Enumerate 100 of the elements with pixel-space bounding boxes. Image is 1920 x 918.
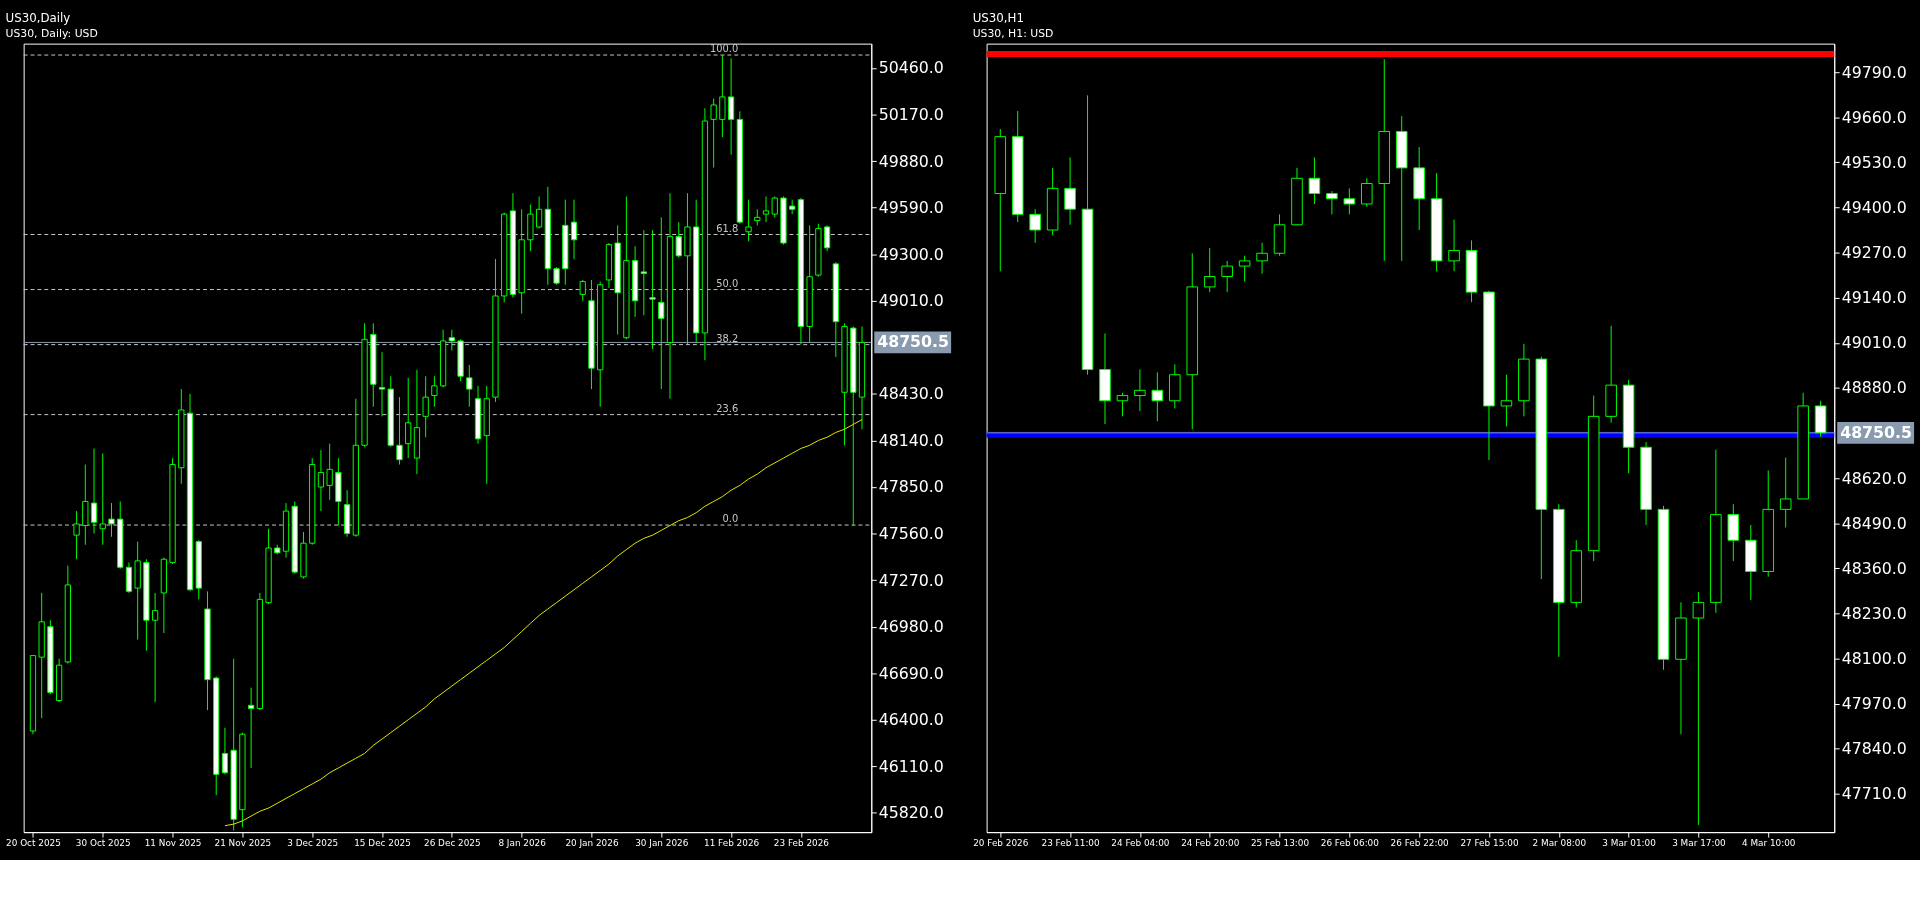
y-tick-label: 48100.0 bbox=[1841, 649, 1907, 669]
candlestick bbox=[1134, 369, 1146, 412]
annotation: 0.0 bbox=[722, 513, 739, 525]
candlestick bbox=[221, 727, 229, 775]
y-tick-label: 48430.0 bbox=[878, 384, 944, 404]
candlestick bbox=[90, 447, 98, 535]
y-tick-label: 48360.0 bbox=[1841, 558, 1907, 578]
line-series bbox=[224, 419, 863, 827]
y-tick-label: 47270.0 bbox=[878, 570, 944, 590]
candlestick bbox=[1238, 255, 1251, 283]
candlestick bbox=[247, 687, 255, 769]
chart-subtitle: US30, H1: USD bbox=[972, 26, 1054, 40]
candlestick bbox=[99, 452, 106, 546]
ref-line-label: 48750.5 bbox=[877, 332, 950, 352]
x-tick-label: 20 Feb 2026 bbox=[973, 838, 1029, 849]
candlestick bbox=[1256, 242, 1268, 275]
candlestick bbox=[771, 195, 778, 218]
y-tick-label: 49140.0 bbox=[1841, 288, 1907, 308]
y-tick-label: 49790.0 bbox=[1841, 62, 1907, 82]
x-tick-label: 20 Oct 2025 bbox=[6, 838, 61, 849]
candlestick bbox=[1361, 177, 1373, 208]
x-tick-label: 23 Feb 11:00 bbox=[1041, 838, 1100, 849]
x-tick-label: 3 Mar 17:00 bbox=[1672, 838, 1727, 849]
y-tick-label: 46980.0 bbox=[878, 617, 944, 637]
candlestick bbox=[675, 221, 682, 258]
y-tick-label: 47560.0 bbox=[878, 523, 944, 543]
x-tick-label: 21 Nov 2025 bbox=[214, 838, 272, 849]
candlestick bbox=[405, 377, 412, 459]
y-tick-label: 47850.0 bbox=[878, 477, 944, 497]
x-tick-label: 11 Feb 2026 bbox=[704, 838, 760, 849]
candlestick bbox=[762, 195, 770, 223]
candlestick bbox=[1308, 156, 1321, 205]
chart-title: US30,H1 bbox=[972, 10, 1024, 25]
candlestick bbox=[745, 199, 752, 242]
y-tick-label: 49010.0 bbox=[878, 291, 944, 311]
y-tick-label: 49660.0 bbox=[1841, 107, 1907, 127]
x-tick-label: 30 Oct 2025 bbox=[75, 838, 131, 849]
candlestick bbox=[378, 351, 386, 417]
candlestick bbox=[535, 195, 543, 230]
candlestick bbox=[108, 502, 115, 538]
candlestick bbox=[1151, 371, 1164, 422]
x-tick-label: 26 Dec 2025 bbox=[424, 838, 481, 849]
candlestick bbox=[431, 375, 438, 408]
y-tick-label: 46110.0 bbox=[878, 756, 944, 776]
y-tick-label: 48140.0 bbox=[878, 430, 944, 450]
annotation: 38.2 bbox=[716, 332, 739, 344]
candlestick bbox=[326, 443, 333, 501]
y-tick-label: 47710.0 bbox=[1841, 784, 1907, 804]
x-tick-label: 20 Jan 2026 bbox=[565, 838, 619, 849]
annotation: 100.0 bbox=[710, 43, 739, 55]
candlestick bbox=[1448, 219, 1460, 272]
y-tick-label: 48230.0 bbox=[1841, 603, 1907, 623]
candlestick bbox=[710, 98, 717, 169]
x-tick-label: 3 Dec 2025 bbox=[287, 838, 339, 849]
candlestick bbox=[448, 329, 455, 352]
candlestick bbox=[640, 229, 647, 316]
chart-subtitle: US30, Daily: USD bbox=[5, 26, 98, 40]
candlestick bbox=[658, 216, 665, 390]
chart-title: US30,Daily bbox=[5, 10, 71, 25]
candlestick bbox=[1029, 208, 1041, 244]
y-tick-label: 48490.0 bbox=[1841, 513, 1907, 533]
x-tick-label: 4 Mar 10:00 bbox=[1741, 838, 1796, 849]
y-tick-label: 49300.0 bbox=[878, 244, 944, 264]
x-tick-label: 25 Feb 13:00 bbox=[1250, 838, 1310, 849]
candlestick bbox=[1500, 374, 1513, 427]
candlestick bbox=[1343, 187, 1356, 215]
candlestick bbox=[719, 54, 726, 138]
x-tick-label: 27 Feb 15:00 bbox=[1460, 838, 1519, 849]
y-tick-label: 49400.0 bbox=[1841, 197, 1907, 217]
y-tick-label: 46400.0 bbox=[878, 710, 944, 730]
annotation: 61.8 bbox=[716, 222, 739, 234]
y-tick-label: 46690.0 bbox=[878, 663, 944, 683]
x-tick-label: 24 Feb 04:00 bbox=[1111, 838, 1170, 849]
candlestick bbox=[649, 229, 656, 350]
y-tick-label: 50170.0 bbox=[878, 105, 944, 125]
y-tick-label: 49010.0 bbox=[1841, 333, 1907, 353]
candlestick bbox=[151, 592, 159, 703]
candlestick bbox=[1203, 247, 1216, 293]
x-tick-label: 23 Feb 2026 bbox=[773, 838, 830, 849]
x-tick-label: 30 Jan 2026 bbox=[635, 838, 689, 849]
candlestick bbox=[823, 224, 831, 252]
x-tick-label: 24 Feb 20:00 bbox=[1181, 838, 1240, 849]
candlestick bbox=[317, 449, 325, 512]
x-tick-label: 26 Feb 06:00 bbox=[1320, 838, 1380, 849]
y-tick-label: 50460.0 bbox=[878, 58, 944, 78]
candlestick bbox=[1064, 156, 1076, 226]
candlestick bbox=[579, 279, 586, 302]
x-tick-label: 26 Feb 22:00 bbox=[1390, 838, 1450, 849]
candlestick bbox=[73, 510, 80, 560]
y-tick-label: 49270.0 bbox=[1841, 242, 1907, 262]
x-tick-label: 11 Nov 2025 bbox=[144, 838, 202, 849]
candlestick bbox=[1116, 392, 1129, 417]
y-tick-label: 49880.0 bbox=[878, 151, 944, 171]
candlestick bbox=[570, 199, 578, 260]
y-tick-label: 48620.0 bbox=[1841, 468, 1907, 488]
candlestick bbox=[422, 375, 429, 438]
x-tick-label: 15 Dec 2025 bbox=[354, 838, 411, 849]
candlestick bbox=[727, 57, 735, 156]
x-tick-label: 8 Jan 2026 bbox=[498, 838, 547, 849]
candlestick bbox=[1221, 260, 1233, 293]
